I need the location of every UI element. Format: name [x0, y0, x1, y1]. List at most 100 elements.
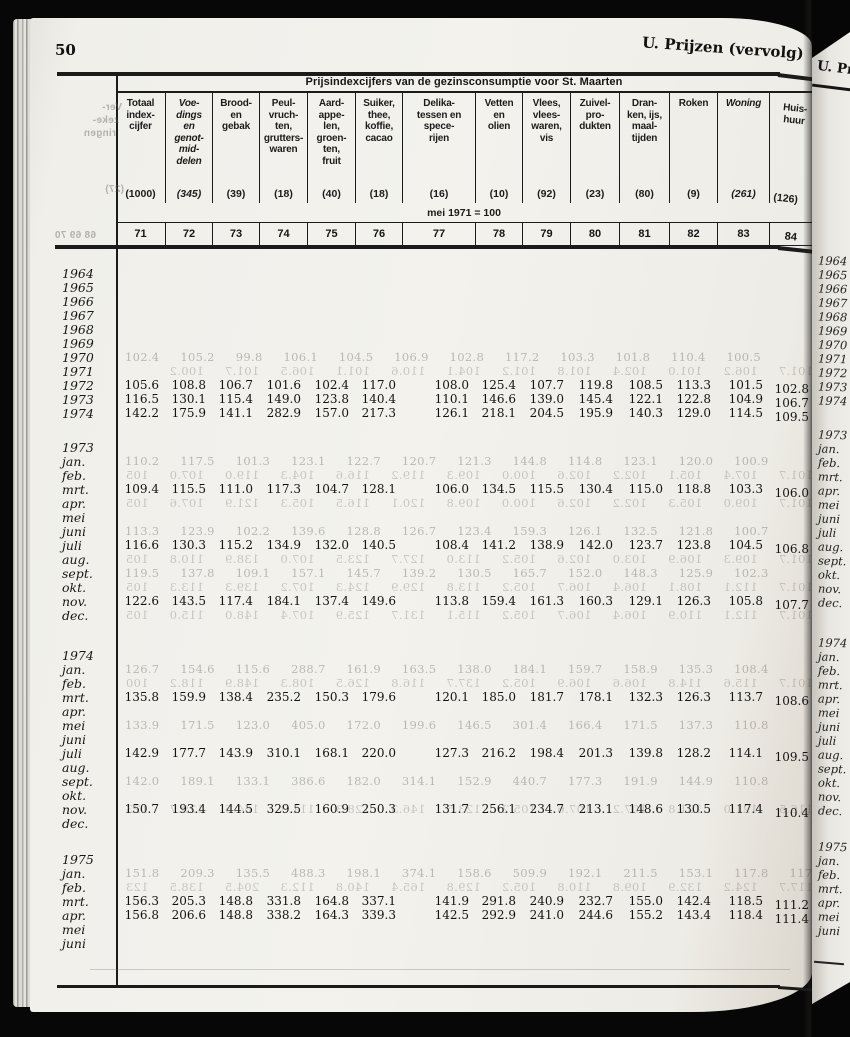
cell-value: [356, 866, 403, 881]
cell-value: [670, 676, 718, 691]
cell-value: 139.8: [628, 746, 663, 760]
column-number-label: 80: [588, 228, 602, 240]
showthrough-rule: [90, 969, 790, 970]
cell-value: [116, 510, 166, 525]
column-number-label: 77: [432, 228, 446, 240]
table-row: okt.: [55, 580, 812, 595]
next-page-row-label: 1974: [817, 393, 848, 409]
cell-value: [356, 336, 403, 351]
cell-value: [403, 718, 476, 733]
next-page-row-label: 1966: [817, 281, 848, 297]
cell-value: [571, 718, 620, 733]
cell-value: [476, 732, 523, 747]
cell-value: [476, 866, 523, 881]
column-number-77: 77: [403, 223, 476, 245]
column-number-label: 82: [687, 228, 700, 240]
table-row: jan.: [55, 454, 812, 469]
row-label: mei: [62, 510, 86, 525]
cell-value: [523, 364, 571, 379]
cell-value: [670, 922, 718, 937]
cell-value: [571, 816, 620, 831]
cell-value: [718, 364, 770, 379]
cell-value: [476, 350, 523, 365]
cell-value: [166, 816, 213, 831]
row-label: mrt.: [62, 894, 89, 909]
header-divider-rule: [55, 245, 780, 249]
cell-value: 198.4: [529, 746, 564, 760]
cell-value: [476, 816, 523, 831]
cell-value: 106.0: [774, 486, 809, 500]
next-page-row-label: mrt.: [817, 677, 843, 693]
next-page-row-labels: 1964 1965 1966 1967 1968 1969 1970 1971 1972 1973…: [817, 237, 850, 939]
cell-value: 144.5: [218, 802, 253, 816]
cell-value: [476, 922, 523, 937]
row-label: 1969: [62, 336, 94, 351]
column-number-label: 78: [492, 228, 506, 240]
cell-value: [116, 468, 166, 483]
cell-value: 116.6: [124, 538, 159, 552]
cell-value: [670, 732, 718, 747]
row-label: 1964: [62, 266, 94, 281]
cell-value: [356, 454, 403, 469]
cell-value: [476, 364, 523, 379]
cell-value: 118.4: [728, 908, 763, 922]
cell-value: [523, 336, 571, 351]
cell-value: 256.1: [481, 802, 516, 816]
cell-value: 105.8: [728, 594, 763, 608]
cell-value: [403, 936, 476, 951]
next-page-row-label: aug.: [817, 539, 844, 555]
cell-value: [213, 294, 260, 309]
cell-value: 108.4: [434, 538, 469, 552]
cell-value: [523, 866, 571, 881]
cell-value: [620, 280, 670, 295]
cell-value: [116, 454, 166, 469]
cell-value: 131.7: [434, 802, 469, 816]
cell-value: [620, 852, 670, 867]
cell-value: [718, 936, 770, 951]
cell-value: [670, 718, 718, 733]
column-header-label: Aard- appe- len, groen- ten, fruit: [316, 98, 347, 167]
cell-value: [260, 580, 308, 595]
cell-value: [670, 760, 718, 775]
cell-value: 105.6: [124, 378, 159, 392]
column-header-72: Voe- dings en genot- mid- delen (345): [166, 93, 213, 203]
row-label: juli: [62, 538, 82, 553]
cell-value: [260, 774, 308, 789]
cell-value: [260, 648, 308, 663]
cell-value: [476, 676, 523, 691]
cell-value: 126.1: [434, 406, 469, 420]
right-page-sliver: U. Pr 1964 1965 1966 1967 1968 1969 1970 1971 19…: [812, 0, 850, 1037]
row-label: jan.: [62, 662, 86, 677]
cell-value: [476, 774, 523, 789]
row-label: 1973: [62, 392, 94, 407]
cell-value: [670, 364, 718, 379]
cell-value: [116, 880, 166, 895]
column-number-label: 81: [638, 228, 651, 240]
cell-value: [213, 580, 260, 595]
cell-value: [403, 704, 476, 719]
next-page-row-label: apr.: [817, 691, 841, 707]
cell-value: [166, 880, 213, 895]
cell-value: 111.2: [774, 898, 809, 912]
cell-value: [620, 350, 670, 365]
cell-value: 104.9: [728, 392, 763, 406]
cell-value: [571, 496, 620, 511]
cell-value: [166, 580, 213, 595]
cell-value: [403, 732, 476, 747]
column-number-label: 72: [182, 228, 196, 240]
next-page-row-label: feb.: [817, 663, 841, 679]
cell-value: [213, 468, 260, 483]
cell-value: [718, 510, 770, 525]
cell-value: [620, 922, 670, 937]
cell-value: 177.7: [171, 746, 206, 760]
column-header-label: Brood- en gebak: [220, 98, 252, 132]
cell-value: [620, 718, 670, 733]
cell-value: [356, 880, 403, 895]
cell-value: 108.8: [171, 378, 206, 392]
row-label: juni: [62, 524, 86, 539]
column-number-label: 84: [783, 230, 798, 244]
cell-value: 113.3: [676, 378, 711, 392]
cell-value: 130.1: [171, 392, 206, 406]
cell-value: [403, 336, 476, 351]
column-number-75: 75: [308, 223, 356, 245]
